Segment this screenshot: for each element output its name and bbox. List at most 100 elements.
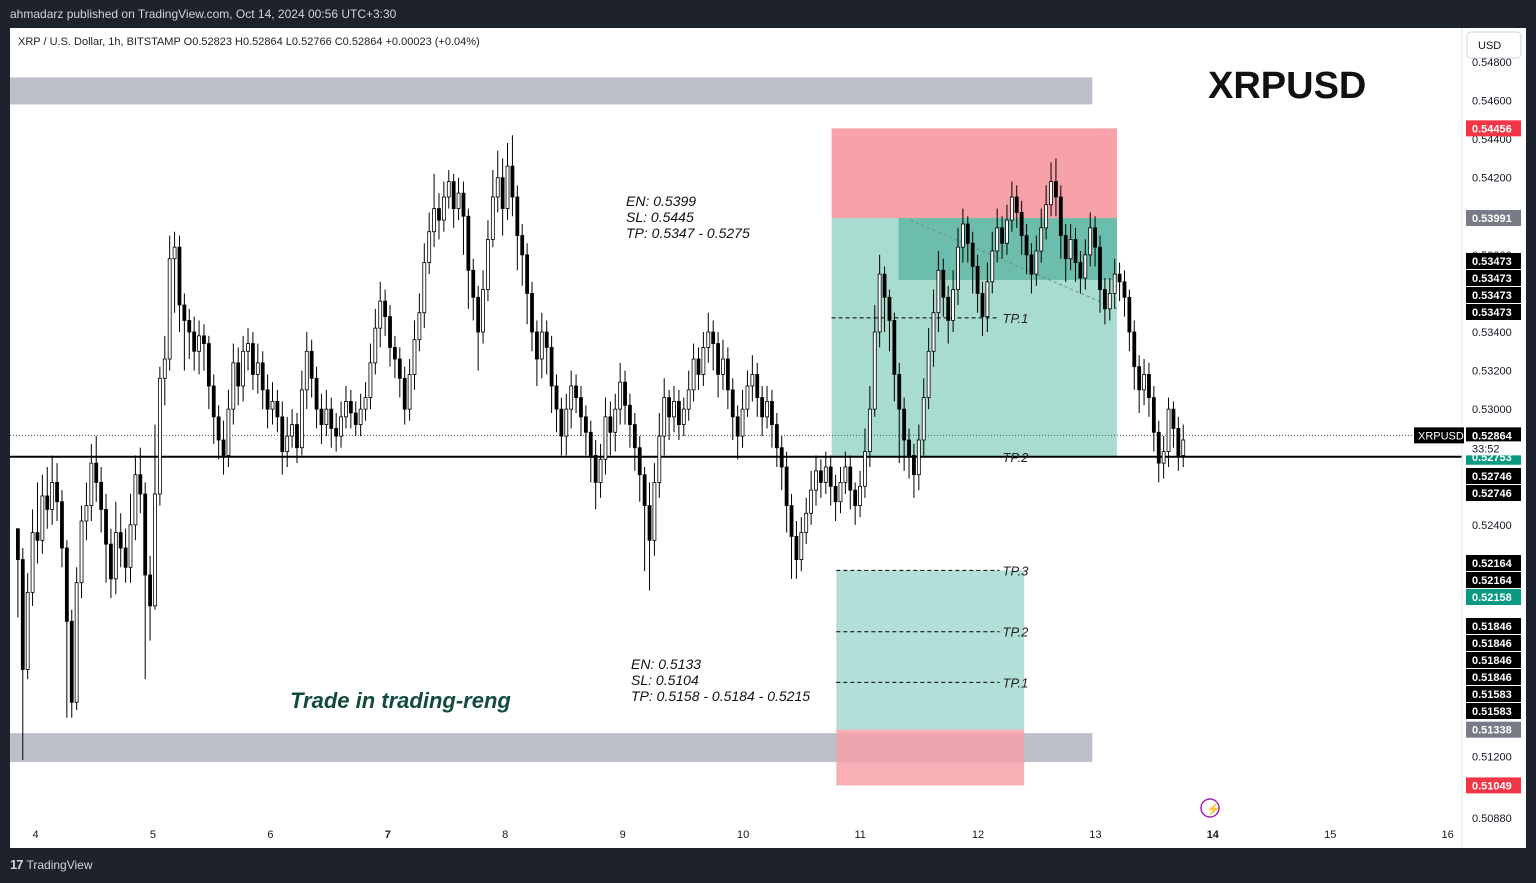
candle-body [1127,296,1132,333]
candle-body [295,424,299,449]
candle-body [623,381,627,406]
candle-body [588,431,593,456]
candle-body [1147,374,1151,398]
candle-body [721,358,725,375]
y-tick-label: 0.54600 [1472,96,1512,108]
candle-body [1000,227,1004,244]
candle-body [500,177,505,209]
x-tick-label: 4 [33,829,39,841]
candle-body [579,397,583,418]
candle-body [236,362,241,387]
candle-body [15,528,20,560]
candle-body [1102,289,1107,310]
candle-body [118,532,123,549]
candle-body [113,532,118,580]
candle-body [69,620,74,703]
candle-body [520,235,525,256]
price-label: 0.53473 [1472,273,1512,285]
price-label: 0.53473 [1472,307,1512,319]
candle-body [226,408,231,456]
candle-body [275,401,280,418]
price-label-box [1466,589,1521,605]
candle-body [574,385,578,398]
candle-body [486,239,490,290]
candle-body [990,250,995,283]
candle-body [319,408,324,425]
candle-body [192,331,197,352]
candle-body [368,362,373,398]
candle-body [490,196,495,240]
candle-body [1005,219,1009,244]
candle-body [353,412,358,425]
price-label-box [1466,703,1521,719]
candle-body [980,293,985,317]
chart-frame[interactable]: TP.1 TP.2 TP.3 TP.2 TP.1 EN: 0.5399 SL: 0.5445… [10,28,1526,848]
x-tick-label: 15 [1324,829,1336,841]
candle-body [745,385,750,410]
candle-body [1142,374,1146,391]
candle-body [818,470,823,483]
candle-body [765,401,769,418]
candle-body [549,347,554,387]
candle-body [1161,451,1166,464]
candle-body [833,485,838,503]
candle-body [525,254,530,294]
candle-body [1098,246,1102,290]
candle-body [725,358,730,391]
candle-body [608,416,613,433]
lightning-icon[interactable] [1200,798,1220,818]
candle-body [348,401,353,414]
candle-body [363,397,368,410]
candle-body [907,439,911,456]
candle-body [476,296,481,333]
currency-button[interactable] [1466,31,1522,59]
candle-body [187,320,192,333]
candle-body [104,509,108,545]
x-tick-label: 14 [1207,829,1220,841]
candle-body [838,482,843,503]
candle-body [1058,196,1063,236]
candle-body [799,532,804,560]
candle-body [128,524,133,568]
x-tick-label: 9 [620,829,626,841]
candle-body [109,543,113,580]
candle-body [255,362,260,375]
candle-body [1014,196,1019,213]
candle-body [74,582,79,703]
long-stop-box[interactable] [836,729,1025,786]
candle-body [1009,196,1014,221]
candle-body [299,389,304,449]
candle-body [309,350,314,379]
brand-name: TradingView [26,857,93,872]
candle-body [774,424,779,449]
long-target-box[interactable] [836,570,1025,730]
candle-body [858,485,862,506]
candle-body [329,408,334,429]
short-stop-box[interactable] [831,128,1117,219]
candle-body [515,196,520,236]
candle-body [843,466,848,483]
candle-body [559,408,564,437]
candle-body [965,223,970,244]
candle-body [603,416,608,460]
supply-zone[interactable] [10,77,1093,105]
candle-body [564,408,569,437]
candle-body [167,258,172,360]
candle-body [760,397,765,418]
candle-body [730,389,735,418]
candle-body [505,165,510,209]
price-label-box [1466,686,1521,702]
candle-body [417,312,422,341]
y-tick-label: 0.53400 [1472,327,1512,339]
candle-body [863,451,867,487]
candle-body [422,262,427,314]
candle-body [246,343,250,352]
y-tick-label: 0.53200 [1472,366,1512,378]
candle-body [628,404,632,425]
candle-body [569,385,574,410]
tradingview-logo[interactable]: 17 TradingView [10,857,93,872]
candle-body [637,447,642,476]
long-note-line-2: SL: 0.5104 [631,672,699,688]
candle-body [1029,254,1034,275]
